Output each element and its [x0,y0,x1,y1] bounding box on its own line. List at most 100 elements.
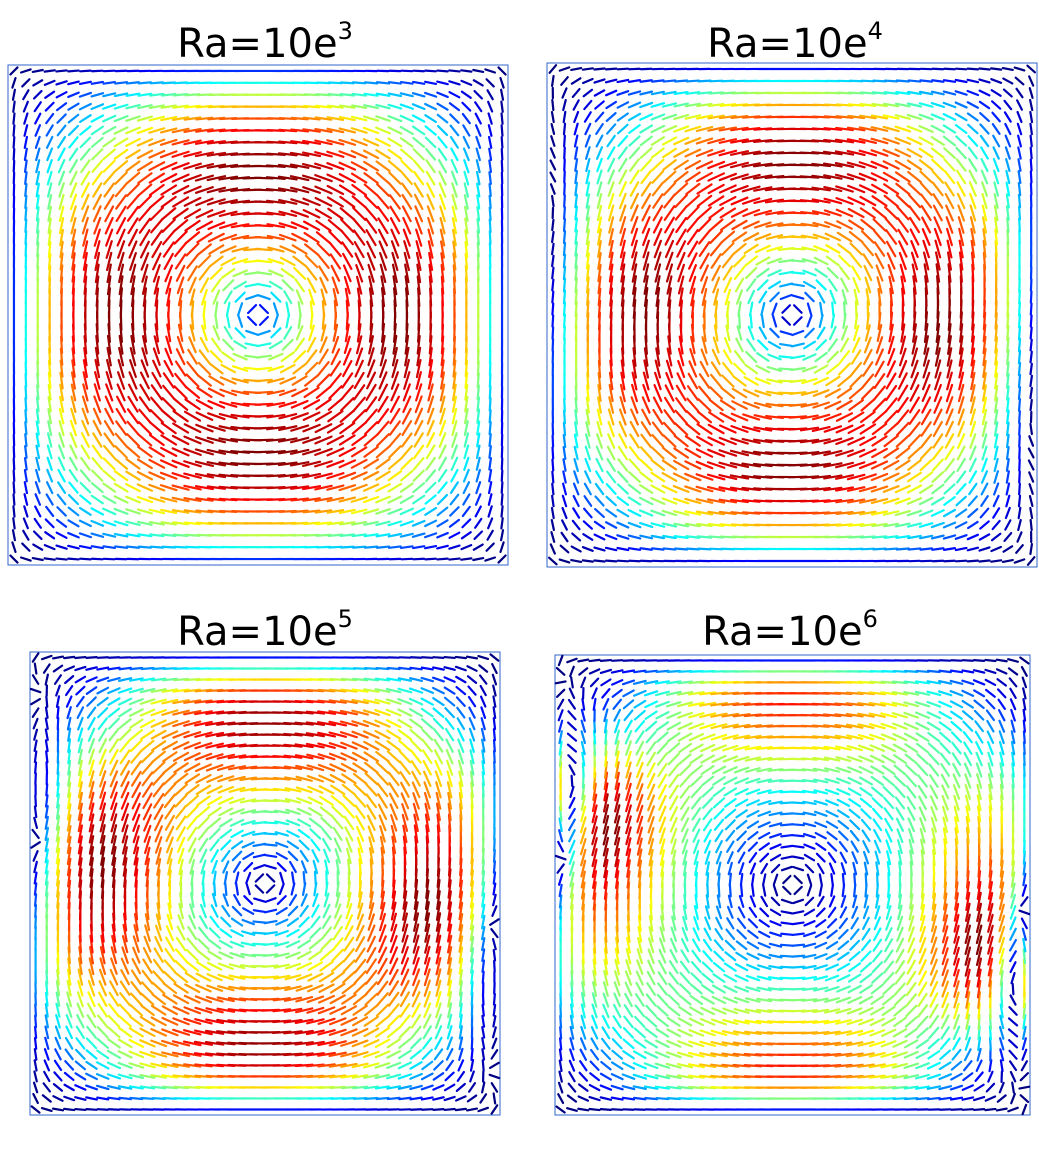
velocity-arrow [1019,339,1020,352]
velocity-arrow [897,549,909,550]
velocity-arrow [751,314,752,327]
velocity-arrow [564,124,565,134]
velocity-arrow [14,149,15,160]
velocity-arrow [14,137,15,147]
velocity-arrow [862,549,874,550]
velocity-arrow [553,327,554,338]
velocity-arrow [687,549,699,550]
velocity-arrow [1031,316,1032,327]
velocity-arrow [856,302,857,317]
velocity-arrow [35,1027,36,1038]
velocity-arrow [1031,328,1032,339]
velocity-arrow [968,69,978,70]
velocity-arrow [14,125,15,135]
velocity-arrow [304,872,305,884]
velocity-arrow [594,69,604,70]
velocity-arrow [389,546,401,547]
velocity-arrow [461,558,471,559]
velocity-arrow [399,1098,410,1099]
velocity-arrow [1031,400,1032,410]
velocity-arrow [1031,520,1032,530]
velocity-arrow [162,82,175,83]
panel-frame [30,652,500,1115]
velocity-arrow [564,136,565,147]
velocity-arrow [629,69,639,70]
velocity-arrow [1030,364,1031,374]
velocity-arrow [641,548,652,549]
vector-field [30,652,500,1115]
velocity-arrow [490,184,491,196]
velocity-arrow [139,547,151,548]
velocity-arrow [162,547,175,548]
panel-title: Ra=10e4 [707,17,883,67]
velocity-arrow [575,183,576,195]
velocity-arrow [25,208,26,220]
velocity-arrow [1019,423,1020,434]
velocity-arrow [68,559,78,560]
velocity-arrow [502,137,503,147]
velocity-arrow [909,548,921,549]
velocity-arrow [26,231,27,244]
velocity-arrow [377,82,389,83]
velocity-arrow [413,559,424,560]
velocity-arrow [564,243,565,255]
velocity-arrow [956,561,966,562]
velocity-arrow [1031,136,1032,146]
velocity-arrow [35,795,36,806]
velocity-arrow [56,70,66,71]
velocity-arrow [1019,387,1020,399]
velocity-arrow [14,494,15,504]
title-base: Ra=10e [177,609,337,655]
velocity-arrow [151,547,163,548]
velocity-arrow [502,149,503,160]
title-exponent: 5 [338,605,353,633]
velocity-arrow [341,82,354,83]
velocity-arrow [264,943,277,945]
velocity-arrow [932,80,943,81]
velocity-arrow [461,70,471,71]
velocity-arrow [552,304,553,315]
velocity-arrow [1019,183,1020,195]
velocity-arrow [365,547,377,548]
velocity-arrow [46,696,47,706]
velocity-arrow [564,279,565,292]
velocity-arrow [14,470,15,481]
velocity-arrow [399,668,411,669]
velocity-arrow [564,207,565,219]
velocity-arrow [80,559,90,560]
velocity-arrow [437,71,447,72]
velocity-arrow [844,302,845,316]
velocity-arrow [46,707,48,717]
velocity-arrow [68,71,78,72]
velocity-arrow [1030,424,1031,434]
velocity-arrow [564,219,565,231]
velocity-arrow [564,291,565,304]
velocity-arrow [490,208,491,220]
velocity-arrow [1031,352,1032,363]
velocity-arrow [553,435,554,446]
velocity-arrow [329,83,342,84]
velocity-arrow [552,244,553,254]
velocity-arrow [552,484,553,494]
velocity-arrow [13,506,14,516]
velocity-arrow [108,1098,119,1100]
velocity-arrow [909,80,921,81]
velocity-arrow [501,518,502,528]
velocity-arrow [552,100,553,110]
velocity-arrow [490,231,491,244]
velocity-arrow [564,411,565,424]
velocity-arrow [425,559,435,560]
velocity-arrow [35,883,36,894]
velocity-arrow [502,482,503,492]
velocity-arrow [664,548,676,549]
velocity-arrow [553,448,554,459]
velocity-arrow [552,196,553,206]
velocity-arrow [652,548,663,549]
velocity-arrow [46,784,47,795]
velocity-arrow [204,302,206,317]
velocity-arrow [25,172,26,184]
velocity-arrow [652,80,663,81]
velocity-arrow [35,1038,36,1049]
velocity-arrow [57,707,58,718]
velocity-arrow [552,256,553,266]
